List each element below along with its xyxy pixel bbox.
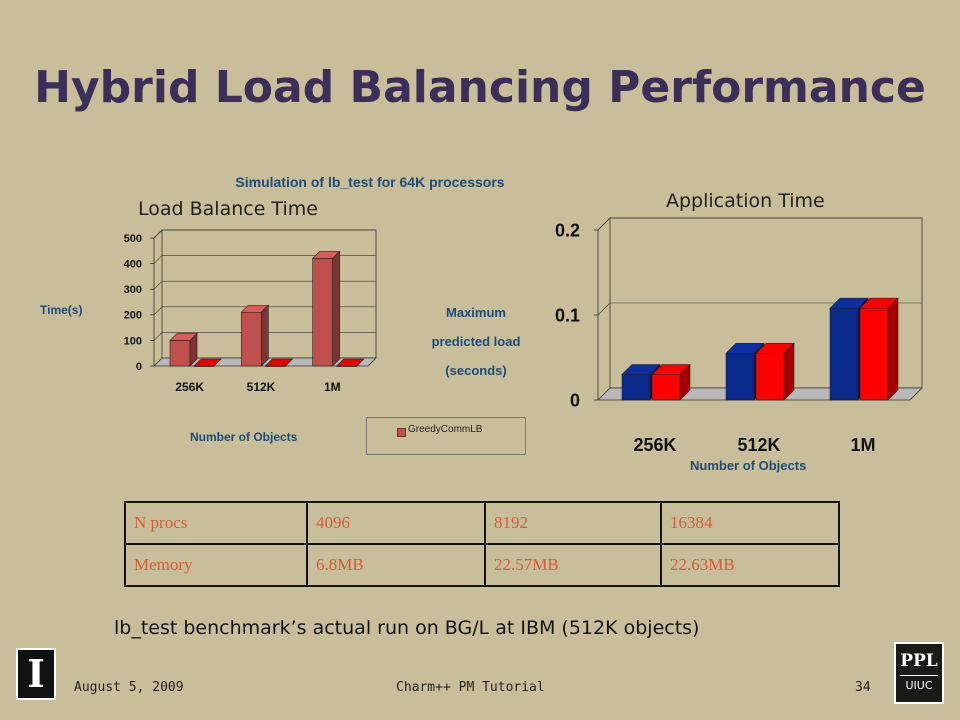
table-cell: 22.57MB	[484, 543, 662, 587]
table-cell: 16384	[660, 501, 840, 545]
bar-side	[213, 358, 222, 367]
y-tick-label: 0.1	[555, 305, 580, 325]
gridline-depth	[153, 332, 163, 341]
x-tick-label: 1M	[324, 380, 341, 394]
bar-side	[679, 363, 691, 401]
bar-side	[332, 250, 340, 367]
bar-side	[189, 332, 198, 367]
gridline-depth	[597, 217, 611, 231]
ppl-logo-text: PPL	[900, 651, 938, 671]
ppl-logo: PPL UIUC	[894, 642, 944, 704]
chart-title: Simulation of lb_test for 64K processors	[235, 174, 505, 190]
note-line-3: (seconds)	[445, 363, 507, 378]
x-tick-label: 512K	[247, 380, 276, 394]
bar	[651, 374, 681, 401]
y-tick-label: 0	[136, 361, 142, 373]
max-predicted-load-note: Maximum predicted load (seconds)	[412, 298, 540, 385]
bar	[169, 340, 191, 367]
gridline-depth	[153, 255, 163, 264]
bar	[621, 374, 651, 401]
bar	[755, 352, 785, 401]
table-cell: Memory	[124, 543, 308, 587]
left-chart-legend: GreedyCommLB	[366, 417, 526, 455]
bar	[241, 311, 262, 367]
table-cell: N procs	[124, 501, 308, 545]
bar-side	[783, 342, 795, 401]
table-cell: 22.63MB	[660, 543, 840, 587]
illinois-logo-letter: I	[27, 651, 45, 696]
application-time-label: Application Time	[662, 190, 829, 212]
table-cell: 8192	[484, 501, 662, 545]
x-tick-label: 256K	[633, 435, 676, 455]
table-cell: 4096	[306, 501, 486, 545]
bar-side	[356, 358, 364, 367]
table-row: N procs 4096 8192 16384	[124, 501, 840, 545]
gridline-depth	[597, 302, 611, 316]
bar	[725, 352, 755, 401]
slide-title: Hybrid Load Balancing Performance	[34, 62, 926, 113]
note-line-1: Maximum	[446, 305, 506, 320]
x-tick-label: 512K	[737, 435, 780, 455]
bar	[312, 258, 333, 367]
load-balance-time-label: Load Balance Time	[134, 198, 322, 220]
y-tick-label: 400	[124, 258, 142, 270]
y-tick-label: 0	[570, 390, 580, 410]
caption: lb_test benchmark’s actual run on BG/L a…	[114, 617, 700, 639]
bar-side	[261, 304, 269, 367]
bar	[859, 307, 889, 401]
left-x-axis-label: Number of Objects	[190, 430, 298, 444]
footer-title: Charm++ PM Tutorial	[396, 680, 545, 695]
uiuc-logo-text: UIUC	[900, 675, 938, 692]
footer-date: August 5, 2009	[74, 680, 184, 695]
left-y-axis-label: Time(s)	[40, 303, 83, 317]
table-row: Memory 6.8MB 22.57MB 22.63MB	[124, 543, 840, 587]
illinois-logo: I	[16, 648, 56, 700]
gridline-depth	[153, 306, 163, 316]
note-line-2: predicted load	[431, 334, 521, 349]
table-cell: 6.8MB	[306, 543, 486, 587]
legend-label: GreedyCommLB	[408, 424, 483, 435]
bar-side	[887, 297, 899, 401]
gridline-depth	[153, 229, 163, 239]
legend-swatch	[397, 428, 406, 437]
y-tick-label: 200	[124, 310, 142, 322]
page-number: 34	[855, 680, 871, 695]
y-tick-label: 300	[124, 284, 142, 296]
y-tick-label: 500	[124, 233, 142, 245]
bar-side	[285, 358, 293, 367]
gridline-depth	[153, 280, 163, 290]
right-x-axis-label: Number of Objects	[690, 458, 807, 473]
y-tick-label: 0.2	[555, 220, 580, 240]
x-tick-label: 256K	[175, 380, 204, 394]
x-tick-label: 1M	[850, 435, 875, 455]
bar	[829, 307, 859, 401]
memory-table: N procs 4096 8192 16384 Memory 6.8MB 22.…	[124, 501, 840, 587]
y-tick-label: 100	[124, 335, 142, 347]
